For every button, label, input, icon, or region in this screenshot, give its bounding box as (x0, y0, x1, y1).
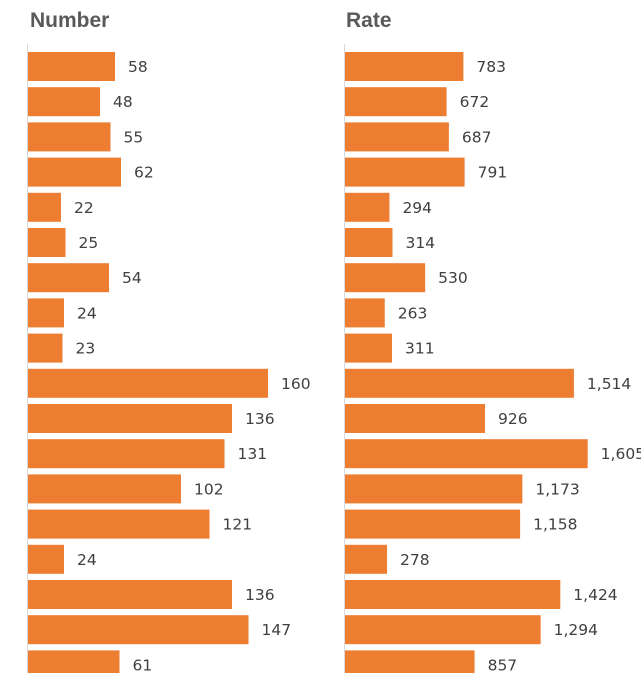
rate-data-label: 278 (400, 551, 430, 569)
rate-data-label: 1,424 (573, 586, 617, 604)
rate-data-label: 791 (478, 164, 508, 182)
rate-bar (345, 474, 523, 504)
number-bar (28, 263, 109, 293)
rate-data-label: 857 (488, 656, 518, 673)
rate-data-label: 1,605 (601, 445, 641, 463)
rate-bar (345, 368, 574, 398)
rate-data-label: 294 (402, 199, 432, 217)
rate-bar (345, 157, 465, 187)
rate-data-label: 1,294 (554, 621, 598, 639)
rate-data-label: 1,173 (535, 480, 579, 498)
number-data-label: 160 (281, 375, 311, 393)
number-bar (28, 192, 61, 222)
chart-title-rate: Rate (346, 9, 392, 32)
number-data-label: 102 (194, 480, 224, 498)
rate-data-label: 263 (398, 304, 428, 322)
number-data-label: 23 (76, 340, 96, 358)
rate-data-label: 1,158 (533, 516, 577, 534)
number-data-label: 48 (113, 93, 133, 111)
number-data-label: 25 (79, 234, 99, 252)
number-data-label: 55 (124, 128, 144, 146)
rate-bar (345, 333, 393, 363)
rate-bar (345, 544, 388, 574)
rate-bar (345, 263, 426, 293)
number-bar (28, 52, 115, 81)
number-bar (28, 580, 232, 609)
rate-bar (345, 439, 588, 469)
number-bar (28, 474, 181, 504)
rate-bar (345, 228, 393, 257)
rate-bar (345, 509, 521, 539)
rate-bar (345, 580, 561, 609)
chart-title-number: Number (30, 9, 110, 32)
rate-bar (345, 298, 385, 328)
number-data-label: 24 (77, 551, 97, 569)
rate-data-label: 687 (462, 128, 492, 146)
number-bar (28, 333, 63, 363)
number-bar (28, 439, 225, 469)
number-bar (28, 298, 64, 328)
number-bar (28, 615, 249, 645)
rate-bar (345, 52, 464, 81)
number-bar (28, 368, 268, 398)
rate-data-label: 783 (476, 58, 506, 76)
number-bar (28, 544, 64, 574)
number-data-label: 54 (122, 269, 142, 287)
number-data-label: 22 (74, 199, 94, 217)
rate-bar (345, 192, 390, 222)
rate-data-label: 530 (438, 269, 468, 287)
rate-data-label: 926 (498, 410, 528, 428)
rate-data-label: 314 (405, 234, 435, 252)
rate-bar (345, 615, 541, 645)
number-bar (28, 228, 66, 257)
rate-bar (345, 87, 447, 117)
number-data-label: 131 (238, 445, 268, 463)
rate-bar (345, 122, 449, 152)
rate-data-label: 672 (460, 93, 490, 111)
number-bar (28, 509, 210, 539)
rate-bar (345, 650, 475, 673)
number-bar (28, 157, 121, 187)
number-data-label: 136 (245, 586, 275, 604)
number-data-label: 121 (223, 516, 253, 534)
rate-bar (345, 404, 486, 433)
number-data-label: 24 (77, 304, 97, 322)
number-data-label: 62 (134, 164, 154, 182)
number-data-label: 61 (133, 656, 153, 673)
number-data-label: 147 (262, 621, 292, 639)
number-bar (28, 404, 232, 433)
rate-data-label: 311 (405, 340, 435, 358)
number-bar (28, 87, 100, 117)
rate-data-label: 1,514 (587, 375, 631, 393)
number-data-label: 58 (128, 58, 148, 76)
number-bar (28, 650, 120, 673)
number-data-label: 136 (245, 410, 275, 428)
number-bar (28, 122, 111, 152)
